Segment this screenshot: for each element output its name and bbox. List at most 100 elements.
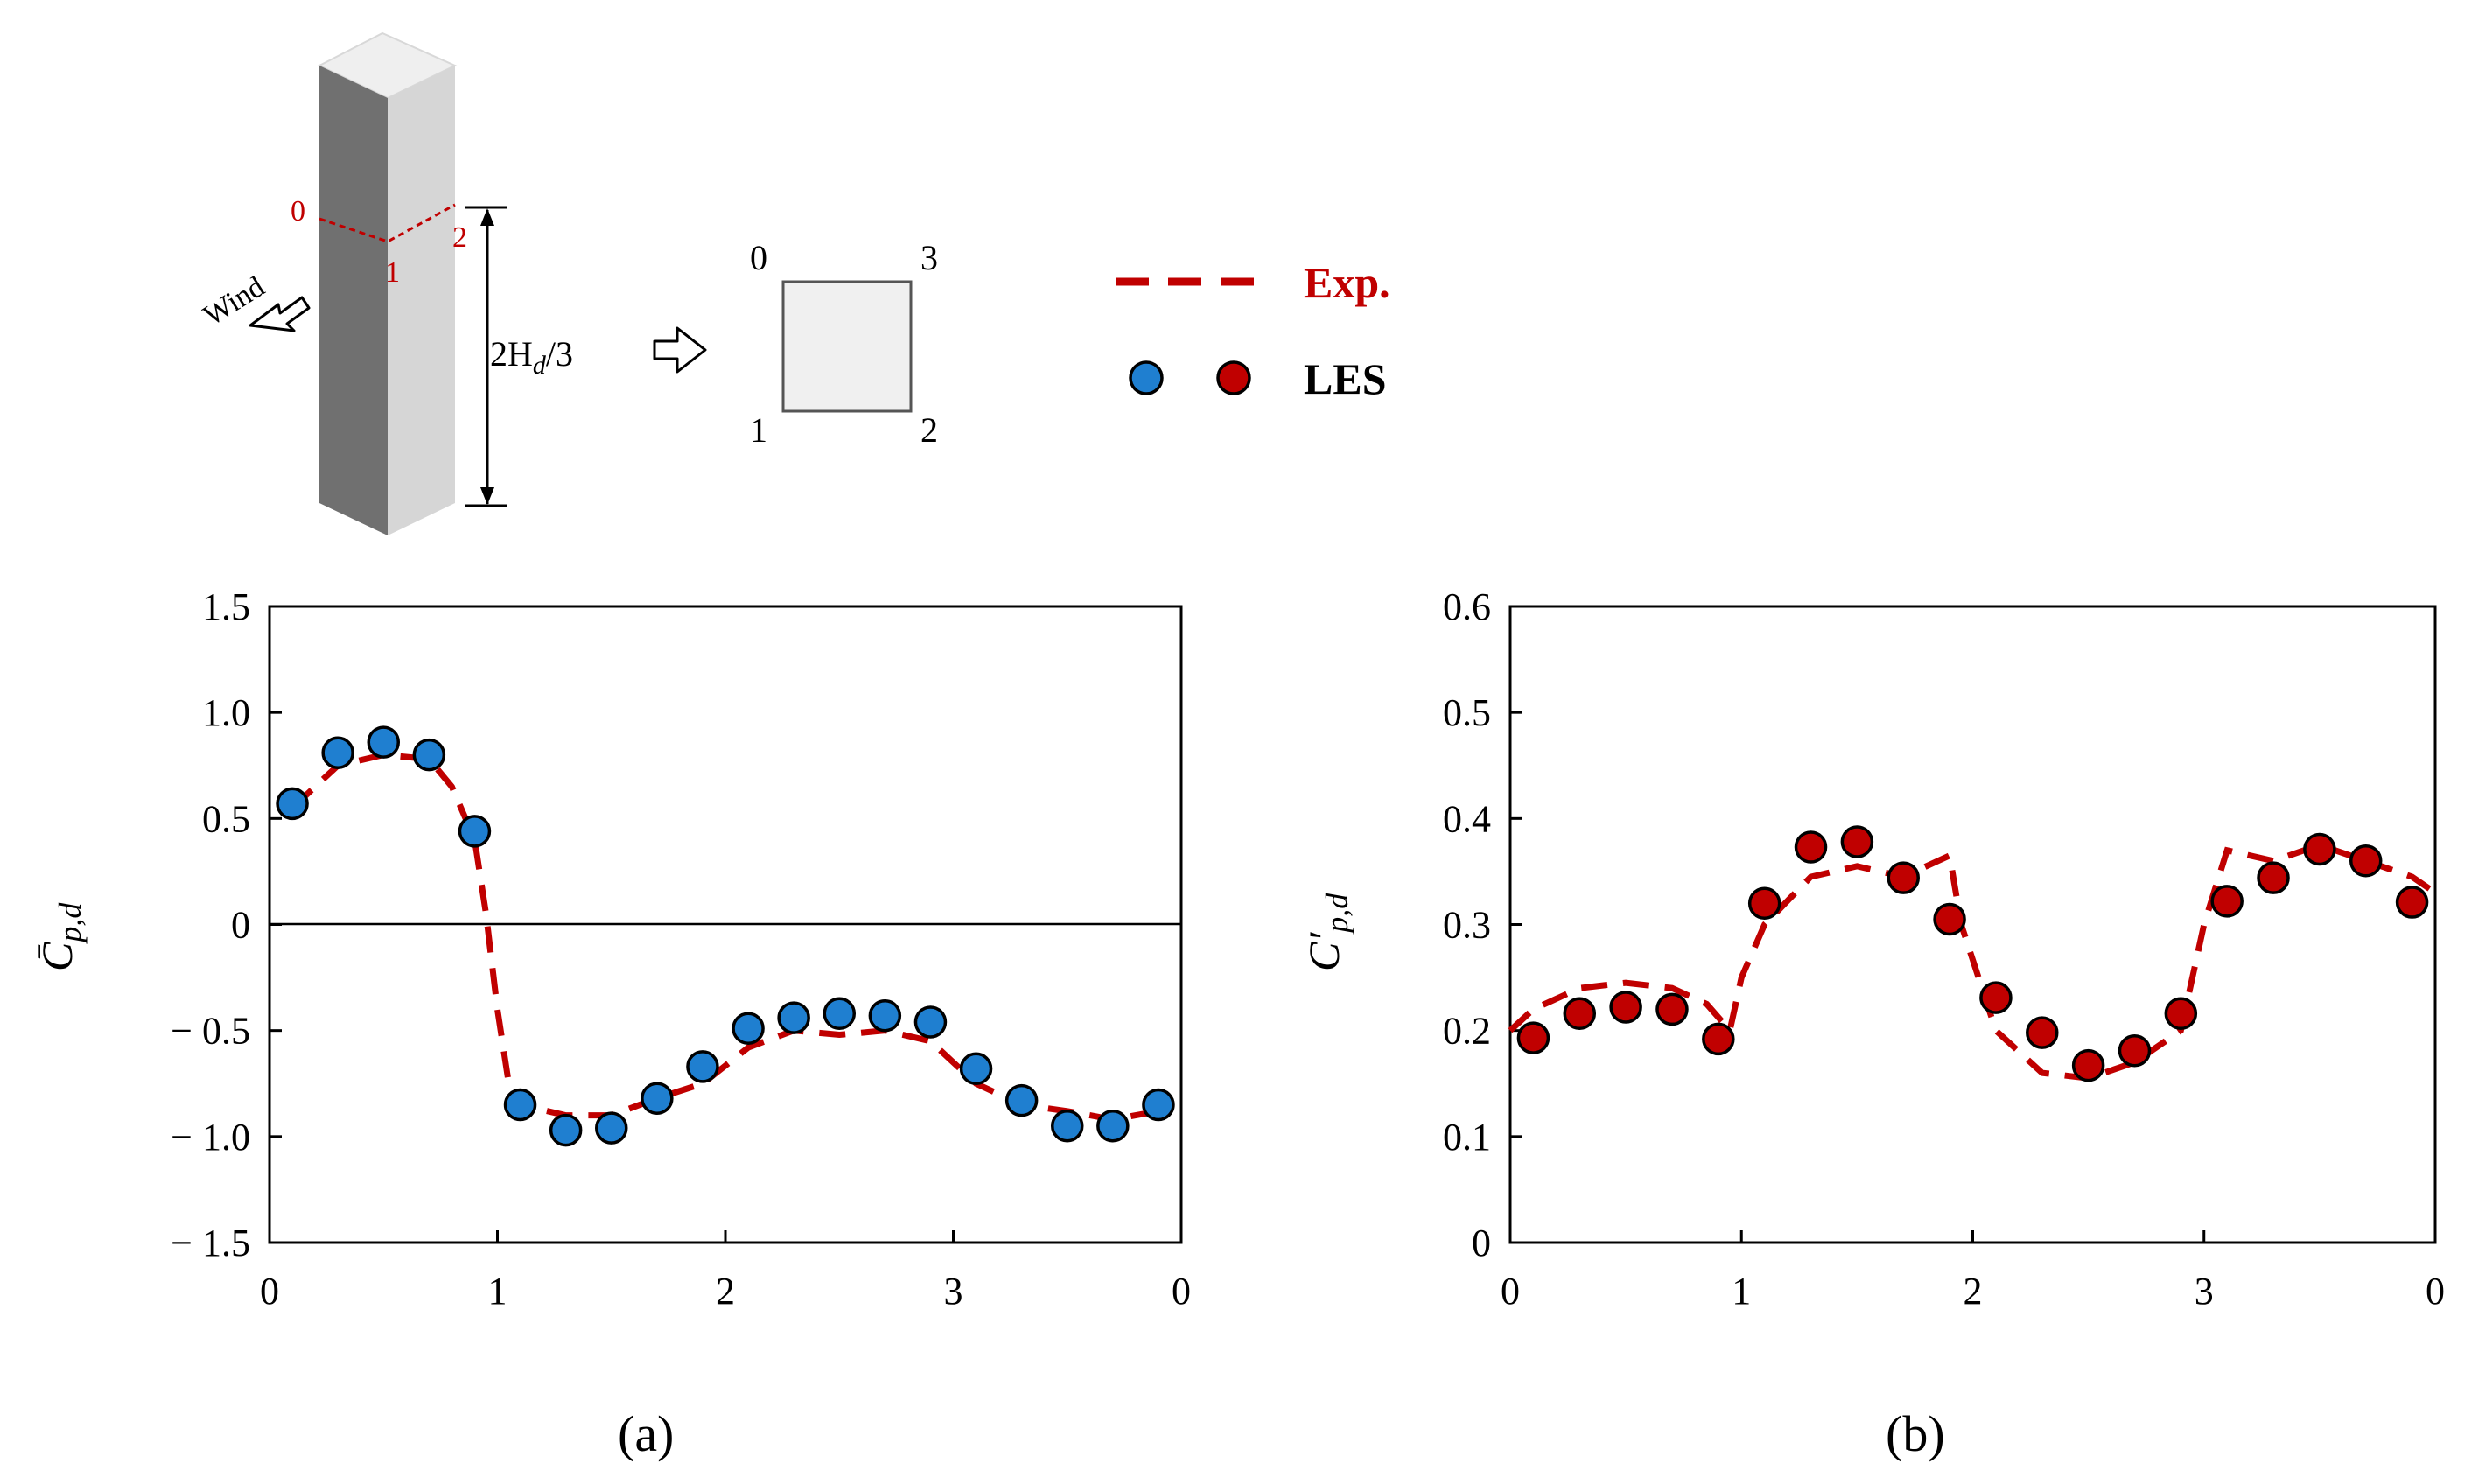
les-point-b-8 xyxy=(1886,861,1920,894)
y-tick-label-a-0: 1.5 xyxy=(202,585,250,628)
y-tick-label-b-2: 0.4 xyxy=(1443,797,1491,840)
x-tick-label-a-1: 1 xyxy=(488,1270,508,1312)
building-node-1: 1 xyxy=(385,256,400,289)
building-schematic: 0 1 2 Wind 2Hd/3 0 3 1 2 xyxy=(198,32,938,536)
les-point-b-15 xyxy=(2210,885,2244,918)
building-right-face xyxy=(388,66,455,536)
exp-line-b xyxy=(1508,841,2437,1082)
les-point-a-10 xyxy=(732,1012,765,1045)
y-tick-label-a-3: 0 xyxy=(231,904,250,947)
les-point-a-19 xyxy=(1142,1088,1175,1122)
les-point-a-6 xyxy=(549,1113,583,1147)
y-tick-label-a-4: − 0.5 xyxy=(171,1010,250,1053)
ticks-a: 0 1 2 3 0 1.5 1.0 0.5 0 − 0.5 − 1.0 − 1.5 xyxy=(171,585,1191,1312)
les-point-b-1 xyxy=(1563,997,1597,1031)
y-tick-label-b-0: 0.6 xyxy=(1443,585,1491,628)
les-markers-b xyxy=(1516,825,2429,1082)
les-point-a-9 xyxy=(686,1050,719,1083)
les-point-a-5 xyxy=(503,1088,537,1122)
y-tick-label-b-4: 0.2 xyxy=(1443,1010,1491,1053)
les-point-a-15 xyxy=(959,1052,993,1086)
legend-exp-label: Exp. xyxy=(1304,258,1390,307)
les-point-b-2 xyxy=(1609,990,1642,1024)
plot-area-b xyxy=(1508,605,2437,1244)
x-tick-label-a-0: 0 xyxy=(260,1270,279,1312)
les-point-b-11 xyxy=(2026,1016,2059,1049)
legend-les-label: LES xyxy=(1304,354,1387,403)
x-tick-label-b-2: 2 xyxy=(1964,1270,1983,1312)
x-tick-label-a-4: 0 xyxy=(1172,1270,1191,1312)
cross-section-square xyxy=(781,280,913,413)
section-node-2: 2 xyxy=(920,410,938,450)
les-point-b-10 xyxy=(1979,981,2012,1014)
y-tick-label-b-5: 0.1 xyxy=(1443,1116,1491,1158)
exp-line-a xyxy=(290,752,1159,1123)
y-tick-label-a-2: 0.5 xyxy=(202,797,250,840)
les-point-b-17 xyxy=(2303,832,2336,866)
x-tick-label-b-3: 3 xyxy=(2194,1270,2214,1312)
les-point-b-5 xyxy=(1747,886,1782,920)
building-left-face xyxy=(319,66,388,536)
les-point-a-8 xyxy=(640,1082,674,1115)
y-tick-label-a-1: 1.0 xyxy=(202,691,250,734)
y-tick-label-a-5: − 1.0 xyxy=(171,1116,250,1158)
les-point-b-0 xyxy=(1516,1021,1550,1054)
x-tick-label-a-3: 3 xyxy=(944,1270,963,1312)
les-point-a-3 xyxy=(412,738,446,772)
section-node-3: 3 xyxy=(920,238,938,277)
panel-label-b: (b) xyxy=(1886,1405,1945,1462)
wind-arrow-icon xyxy=(248,296,311,332)
section-node-1: 1 xyxy=(750,410,767,450)
les-point-b-9 xyxy=(1933,902,1966,936)
x-tick-label-b-4: 0 xyxy=(2426,1270,2445,1312)
chart-a: 0 1 2 3 0 1.5 1.0 0.5 0 − 0.5 − 1.0 − 1.5 C̄p,d (a) xyxy=(32,585,1191,1462)
legend-les-blue-marker xyxy=(1129,360,1164,396)
les-point-a-2 xyxy=(367,725,400,759)
y-tick-label-a-6: − 1.5 xyxy=(171,1222,250,1264)
les-point-b-16 xyxy=(2257,861,2290,894)
legend: Exp. LES xyxy=(1116,258,1390,403)
x-tick-label-b-1: 1 xyxy=(1732,1270,1751,1312)
les-point-b-18 xyxy=(2348,844,2383,878)
les-point-a-12 xyxy=(822,997,856,1031)
les-point-a-0 xyxy=(276,787,309,821)
x-tick-label-b-0: 0 xyxy=(1501,1270,1520,1312)
section-arrow-icon xyxy=(653,326,707,374)
les-point-a-18 xyxy=(1096,1109,1130,1143)
les-point-b-12 xyxy=(2071,1048,2105,1082)
les-point-a-17 xyxy=(1051,1109,1084,1143)
ticks-b: 0 1 2 3 0 0.6 0.5 0.4 0.3 0.2 0.1 0 xyxy=(1443,585,2445,1312)
les-point-a-7 xyxy=(595,1111,628,1144)
building-node-2: 2 xyxy=(452,221,467,254)
section-cut-line xyxy=(318,203,456,243)
height-arrow-down-icon xyxy=(480,487,494,505)
les-point-a-4 xyxy=(458,815,492,848)
x-tick-label-a-2: 2 xyxy=(716,1270,735,1312)
les-markers-a xyxy=(276,725,1175,1147)
y-tick-label-b-1: 0.5 xyxy=(1443,691,1491,734)
panel-label-a: (a) xyxy=(618,1405,674,1462)
section-node-0: 0 xyxy=(750,238,767,277)
les-point-a-13 xyxy=(868,998,902,1032)
height-arrow-up-icon xyxy=(480,208,494,226)
les-point-b-6 xyxy=(1794,830,1828,864)
les-point-a-11 xyxy=(777,1001,810,1034)
les-point-b-3 xyxy=(1656,992,1689,1026)
y-axis-label-b: C′p,d xyxy=(1299,892,1354,971)
chart-b: 0 1 2 3 0 0.6 0.5 0.4 0.3 0.2 0.1 0 C′p,d (b) xyxy=(1299,585,2445,1462)
legend-les-red-marker xyxy=(1216,360,1251,396)
les-point-a-14 xyxy=(914,1005,948,1039)
les-point-b-4 xyxy=(1702,1022,1735,1056)
y-tick-label-b-3: 0.3 xyxy=(1443,904,1491,947)
y-tick-label-b-6: 0 xyxy=(1472,1222,1491,1264)
y-axis-label-a: C̄p,d xyxy=(32,902,88,971)
les-point-a-16 xyxy=(1004,1083,1039,1117)
les-point-a-1 xyxy=(321,736,354,769)
les-point-b-13 xyxy=(2118,1033,2152,1068)
height-label: 2Hd/3 xyxy=(490,334,573,380)
les-point-b-19 xyxy=(2395,886,2429,919)
les-point-b-14 xyxy=(2164,997,2198,1031)
building-node-0: 0 xyxy=(290,195,305,228)
les-point-b-7 xyxy=(1840,825,1874,858)
